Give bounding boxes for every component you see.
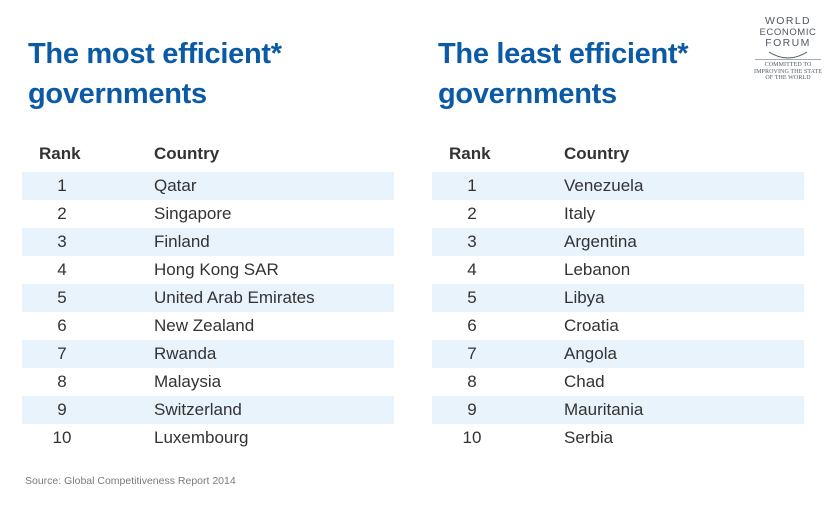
country-cell: Mauritania	[564, 400, 644, 419]
country-cell: Hong Kong SAR	[154, 260, 279, 279]
table-row: 1 Qatar	[22, 172, 394, 200]
country-cell: Malaysia	[154, 372, 222, 391]
logo-arc-icon	[755, 51, 821, 60]
table-row: 10 Luxembourg	[22, 424, 394, 452]
country-column-header: Country	[564, 144, 630, 163]
country-cell: Libya	[564, 288, 605, 307]
country-cell: Qatar	[154, 176, 197, 195]
country-cell: Chad	[564, 372, 605, 391]
rank-cell: 3	[467, 232, 477, 251]
rank-cell: 2	[57, 204, 67, 223]
rank-cell: 6	[467, 316, 477, 335]
rank-cell: 4	[57, 260, 67, 279]
rank-cell: 8	[467, 372, 477, 391]
country-cell: Italy	[564, 204, 596, 223]
rank-cell: 1	[57, 176, 67, 195]
rank-cell: 7	[467, 344, 477, 363]
most-table-body: 1 Qatar 2 Singapore 3 Finland 4 Hong Kong SA…	[22, 172, 394, 452]
least-efficient-panel: The least efficient* governments Rank Co…	[432, 34, 804, 452]
country-cell: Luxembourg	[154, 428, 249, 447]
table-row: 6 New Zealand	[22, 312, 394, 340]
wef-logo: WORLD ECONOMIC FORUM COMMITTED TO IMPROV…	[752, 16, 824, 92]
rank-cell: 4	[467, 260, 477, 279]
rank-cell: 6	[57, 316, 67, 335]
logo-line-economic: ECONOMIC	[759, 27, 817, 38]
rank-cell: 10	[462, 428, 482, 447]
table-row: 2 Singapore	[22, 200, 394, 228]
table-row: 5 United Arab Emirates	[22, 284, 394, 312]
table-row: 5 Libya	[432, 284, 804, 312]
table-row: 9 Mauritania	[432, 396, 804, 424]
rank-cell: 2	[467, 204, 477, 223]
rank-cell: 9	[467, 400, 477, 419]
most-table-header: Rank Country	[22, 138, 394, 172]
rank-column-header: Rank	[449, 144, 491, 163]
table-row: 4 Lebanon	[432, 256, 804, 284]
source-note: Source: Global Competitiveness Report 20…	[25, 475, 236, 487]
country-column-header: Country	[154, 144, 220, 163]
rank-cell: 10	[52, 428, 72, 447]
table-row: 8 Malaysia	[22, 368, 394, 396]
country-cell: United Arab Emirates	[154, 288, 315, 307]
logo-tagline-3: OF THE WORLD	[765, 75, 811, 81]
table-row: 10 Serbia	[432, 424, 804, 452]
country-cell: Angola	[564, 344, 617, 363]
table-row: 7 Angola	[432, 340, 804, 368]
rank-cell: 3	[57, 232, 67, 251]
table-row: 3 Argentina	[432, 228, 804, 256]
country-cell: New Zealand	[154, 316, 255, 335]
table-row: 9 Switzerland	[22, 396, 394, 424]
country-cell: Venezuela	[564, 176, 644, 195]
most-efficient-title: The most efficient* governments	[28, 38, 282, 110]
country-cell: Switzerland	[154, 400, 242, 419]
rank-cell: 1	[467, 176, 477, 195]
country-cell: Croatia	[564, 316, 619, 335]
rank-cell: 7	[57, 344, 67, 363]
table-row: 4 Hong Kong SAR	[22, 256, 394, 284]
least-efficient-title: The least efficient* governments	[438, 38, 689, 110]
country-cell: Finland	[154, 232, 210, 251]
logo-line-world: WORLD	[764, 15, 812, 27]
rank-column-header: Rank	[39, 144, 81, 163]
least-table-header: Rank Country	[432, 138, 804, 172]
table-row: 7 Rwanda	[22, 340, 394, 368]
rank-cell: 5	[57, 288, 67, 307]
table-row: 1 Venezuela	[432, 172, 804, 200]
logo-tagline-2: IMPROVING THE STATE	[754, 68, 822, 75]
logo-tagline: COMMITTED TO IMPROVING THE STATE OF THE …	[752, 62, 824, 82]
rank-cell: 9	[57, 400, 67, 419]
table-row: 2 Italy	[432, 200, 804, 228]
country-cell: Lebanon	[564, 260, 631, 279]
country-cell: Singapore	[154, 204, 232, 223]
logo-tagline-1: COMMITTED TO	[764, 62, 812, 68]
table-row: 8 Chad	[432, 368, 804, 396]
country-cell: Rwanda	[154, 344, 217, 363]
rank-cell: 5	[467, 288, 477, 307]
table-row: 3 Finland	[22, 228, 394, 256]
country-cell: Argentina	[564, 232, 637, 251]
logo-line-forum: FORUM	[765, 37, 811, 49]
table-row: 6 Croatia	[432, 312, 804, 340]
rank-cell: 8	[57, 372, 67, 391]
country-cell: Serbia	[564, 428, 614, 447]
most-efficient-panel: The most efficient* governments Rank Cou…	[22, 34, 394, 452]
least-table-body: 1 Venezuela 2 Italy 3 Argentina 4 Lebanon 5 L…	[432, 172, 804, 452]
